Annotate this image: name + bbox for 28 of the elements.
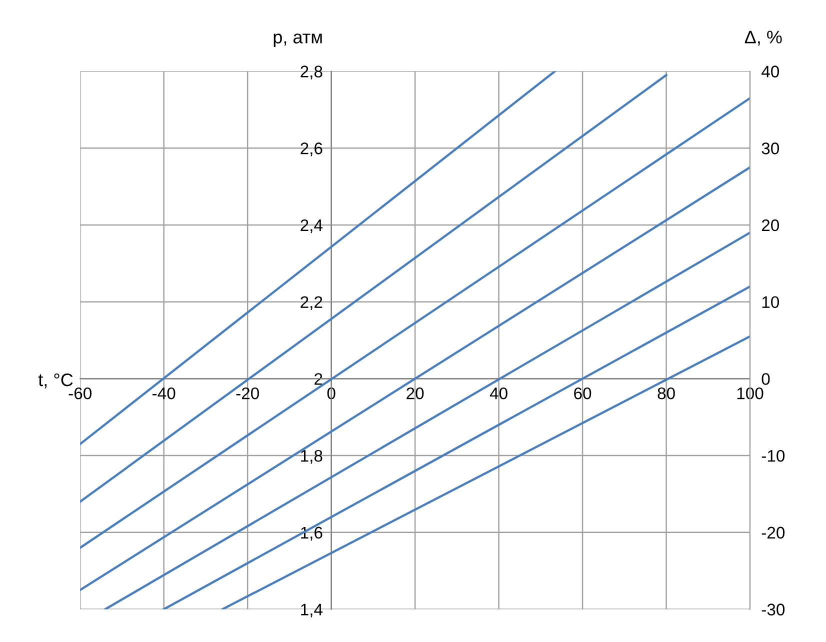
- x-tick-label: 80: [658, 387, 675, 400]
- y2-tick-label: 0: [762, 373, 770, 385]
- x-tick-label: 100: [737, 387, 764, 400]
- x-axis-title: t, °C: [38, 373, 73, 388]
- y2-tick-label: 30: [762, 142, 780, 154]
- y-tick-label: 2,6: [300, 142, 322, 156]
- y-tick-label: 2: [314, 373, 322, 385]
- y-axis-title: p, атм: [274, 34, 322, 48]
- y-tick-label: 1,6: [301, 526, 322, 541]
- y-tick-label: 2,8: [300, 66, 322, 80]
- x-tick-label: -20: [236, 387, 259, 400]
- x-tick-label: -40: [152, 387, 176, 400]
- x-tick-label: -60: [68, 387, 92, 400]
- x-tick-label: 40: [490, 387, 508, 400]
- y-tick-label: 2,4: [300, 219, 323, 234]
- x-tick-label: 20: [406, 387, 424, 400]
- y-tick-label: 2,2: [300, 296, 322, 310]
- y-tick-label: 1,4: [301, 604, 323, 618]
- y2-axis-title: Δ, %: [744, 30, 782, 46]
- y2-tick-label: 10: [762, 296, 780, 308]
- x-tick-label: 60: [574, 387, 592, 400]
- x-tick-label: 0: [327, 387, 336, 400]
- y2-tick-label: -30: [762, 604, 785, 616]
- y2-tick-label: 40: [762, 66, 780, 78]
- y-tick-label: 1,8: [301, 450, 322, 464]
- y2-tick-label: -20: [762, 526, 785, 539]
- y2-tick-label: -10: [762, 450, 785, 462]
- y2-tick-label: 20: [762, 219, 780, 232]
